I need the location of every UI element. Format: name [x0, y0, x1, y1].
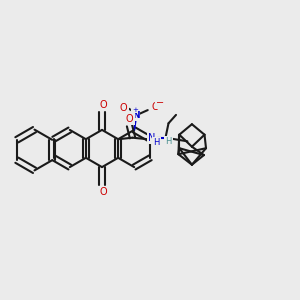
Text: N: N: [148, 133, 156, 143]
Text: H: H: [165, 137, 172, 146]
Text: O: O: [120, 103, 127, 113]
Text: H: H: [153, 138, 160, 147]
Text: O: O: [126, 114, 134, 124]
Text: O: O: [152, 101, 159, 112]
Text: O: O: [99, 100, 107, 110]
Text: O: O: [99, 187, 107, 197]
Text: N: N: [132, 111, 140, 120]
Text: +: +: [132, 106, 138, 112]
Text: −: −: [156, 98, 164, 108]
